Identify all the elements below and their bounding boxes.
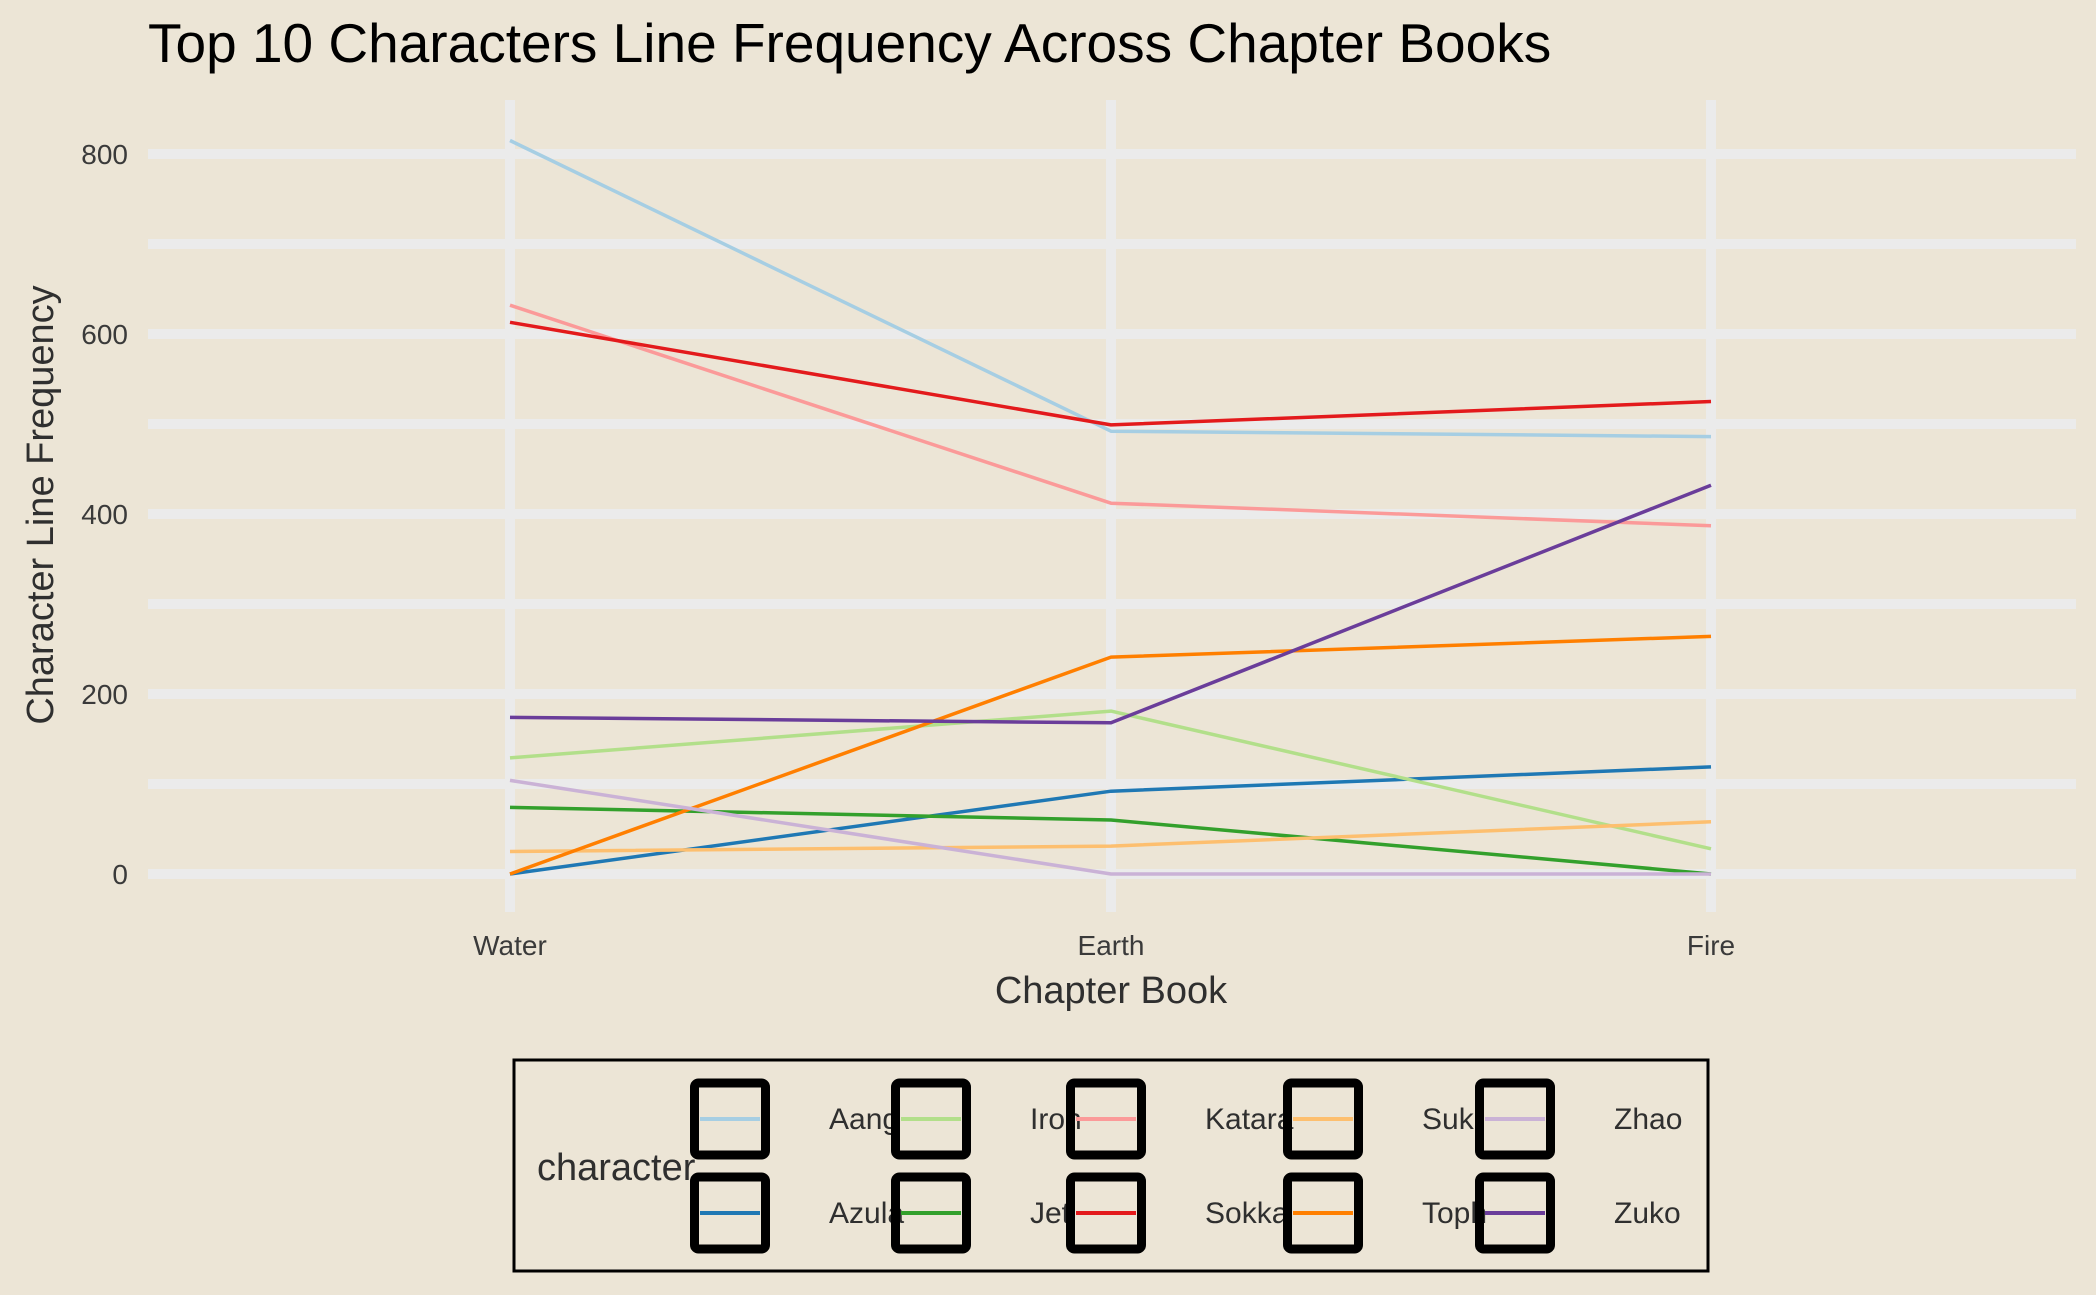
x-tick-label: Fire: [1687, 930, 1735, 961]
legend-label: Jet: [1030, 1197, 1071, 1230]
x-axis-ticks: Water Earth Fire: [473, 930, 1735, 961]
series-line-iroh: [509, 709, 1712, 851]
legend-item-toph: Toph: [1283, 1172, 1487, 1254]
legend-key-box: [891, 1078, 971, 1160]
series-lines: [509, 138, 1712, 876]
legend-item-katara: Katara: [1066, 1078, 1294, 1160]
y-axis-title: Character Line Frequency: [20, 285, 62, 724]
legend-key-box: [1066, 1172, 1146, 1254]
legend-item-zhao: Zhao: [1475, 1078, 1682, 1160]
legend: character Aang Azula Iroh Jet Katara Sokka Suk…: [512, 1058, 1710, 1273]
series-line-sokka: [509, 320, 1712, 427]
legend-key-box: [891, 1172, 971, 1254]
y-tick-label: 600: [81, 319, 128, 350]
legend-label: Suki: [1422, 1103, 1480, 1136]
series-line-aang: [509, 138, 1712, 439]
y-tick-label: 200: [81, 679, 128, 710]
legend-key-box: [1066, 1078, 1146, 1160]
legend-item-suki: Suki: [1283, 1078, 1480, 1160]
legend-box: [512, 1058, 1710, 1273]
x-tick-label: Water: [473, 930, 547, 961]
series-line-azula: [509, 765, 1712, 876]
series-line-zuko: [509, 483, 1712, 725]
x-axis-title: Chapter Book: [995, 970, 1228, 1012]
legend-key-box: [1283, 1172, 1363, 1254]
legend-item-sokka: Sokka: [1066, 1172, 1289, 1254]
y-tick-label: 400: [81, 499, 128, 530]
legend-key-box: [1475, 1172, 1555, 1254]
series-line-zhao: [509, 778, 1711, 876]
series-line-toph: [509, 634, 1712, 876]
legend-item-jet: Jet: [891, 1172, 1071, 1254]
legend-label: Katara: [1205, 1103, 1294, 1136]
series-line-katara: [509, 303, 1712, 528]
legend-label: Sokka: [1205, 1197, 1289, 1230]
chart-title: Top 10 Characters Line Frequency Across …: [148, 12, 1551, 74]
x-tick-label: Earth: [1078, 930, 1145, 961]
legend-item-aang: Aang: [690, 1078, 899, 1160]
legend-items: Aang Azula Iroh Jet Katara Sokka Suki Toph Zhao Z…: [690, 1078, 1682, 1254]
legend-label: Aang: [829, 1103, 899, 1136]
legend-item-zuko: Zuko: [1475, 1172, 1681, 1254]
legend-key-box: [690, 1078, 770, 1160]
legend-key-box: [690, 1172, 770, 1254]
legend-key-box: [1283, 1078, 1363, 1160]
series-line-suki: [509, 820, 1712, 854]
legend-label: Zhao: [1614, 1103, 1682, 1136]
legend-title: character: [537, 1147, 696, 1189]
y-tick-label: 800: [81, 139, 128, 170]
legend-item-iroh: Iroh: [891, 1078, 1082, 1160]
legend-key-box: [1475, 1078, 1555, 1160]
y-axis-ticks: 0 200 400 600 800: [81, 139, 128, 890]
y-tick-label: 0: [112, 859, 128, 890]
legend-label: Zuko: [1614, 1197, 1681, 1230]
legend-item-azula: Azula: [690, 1172, 904, 1254]
